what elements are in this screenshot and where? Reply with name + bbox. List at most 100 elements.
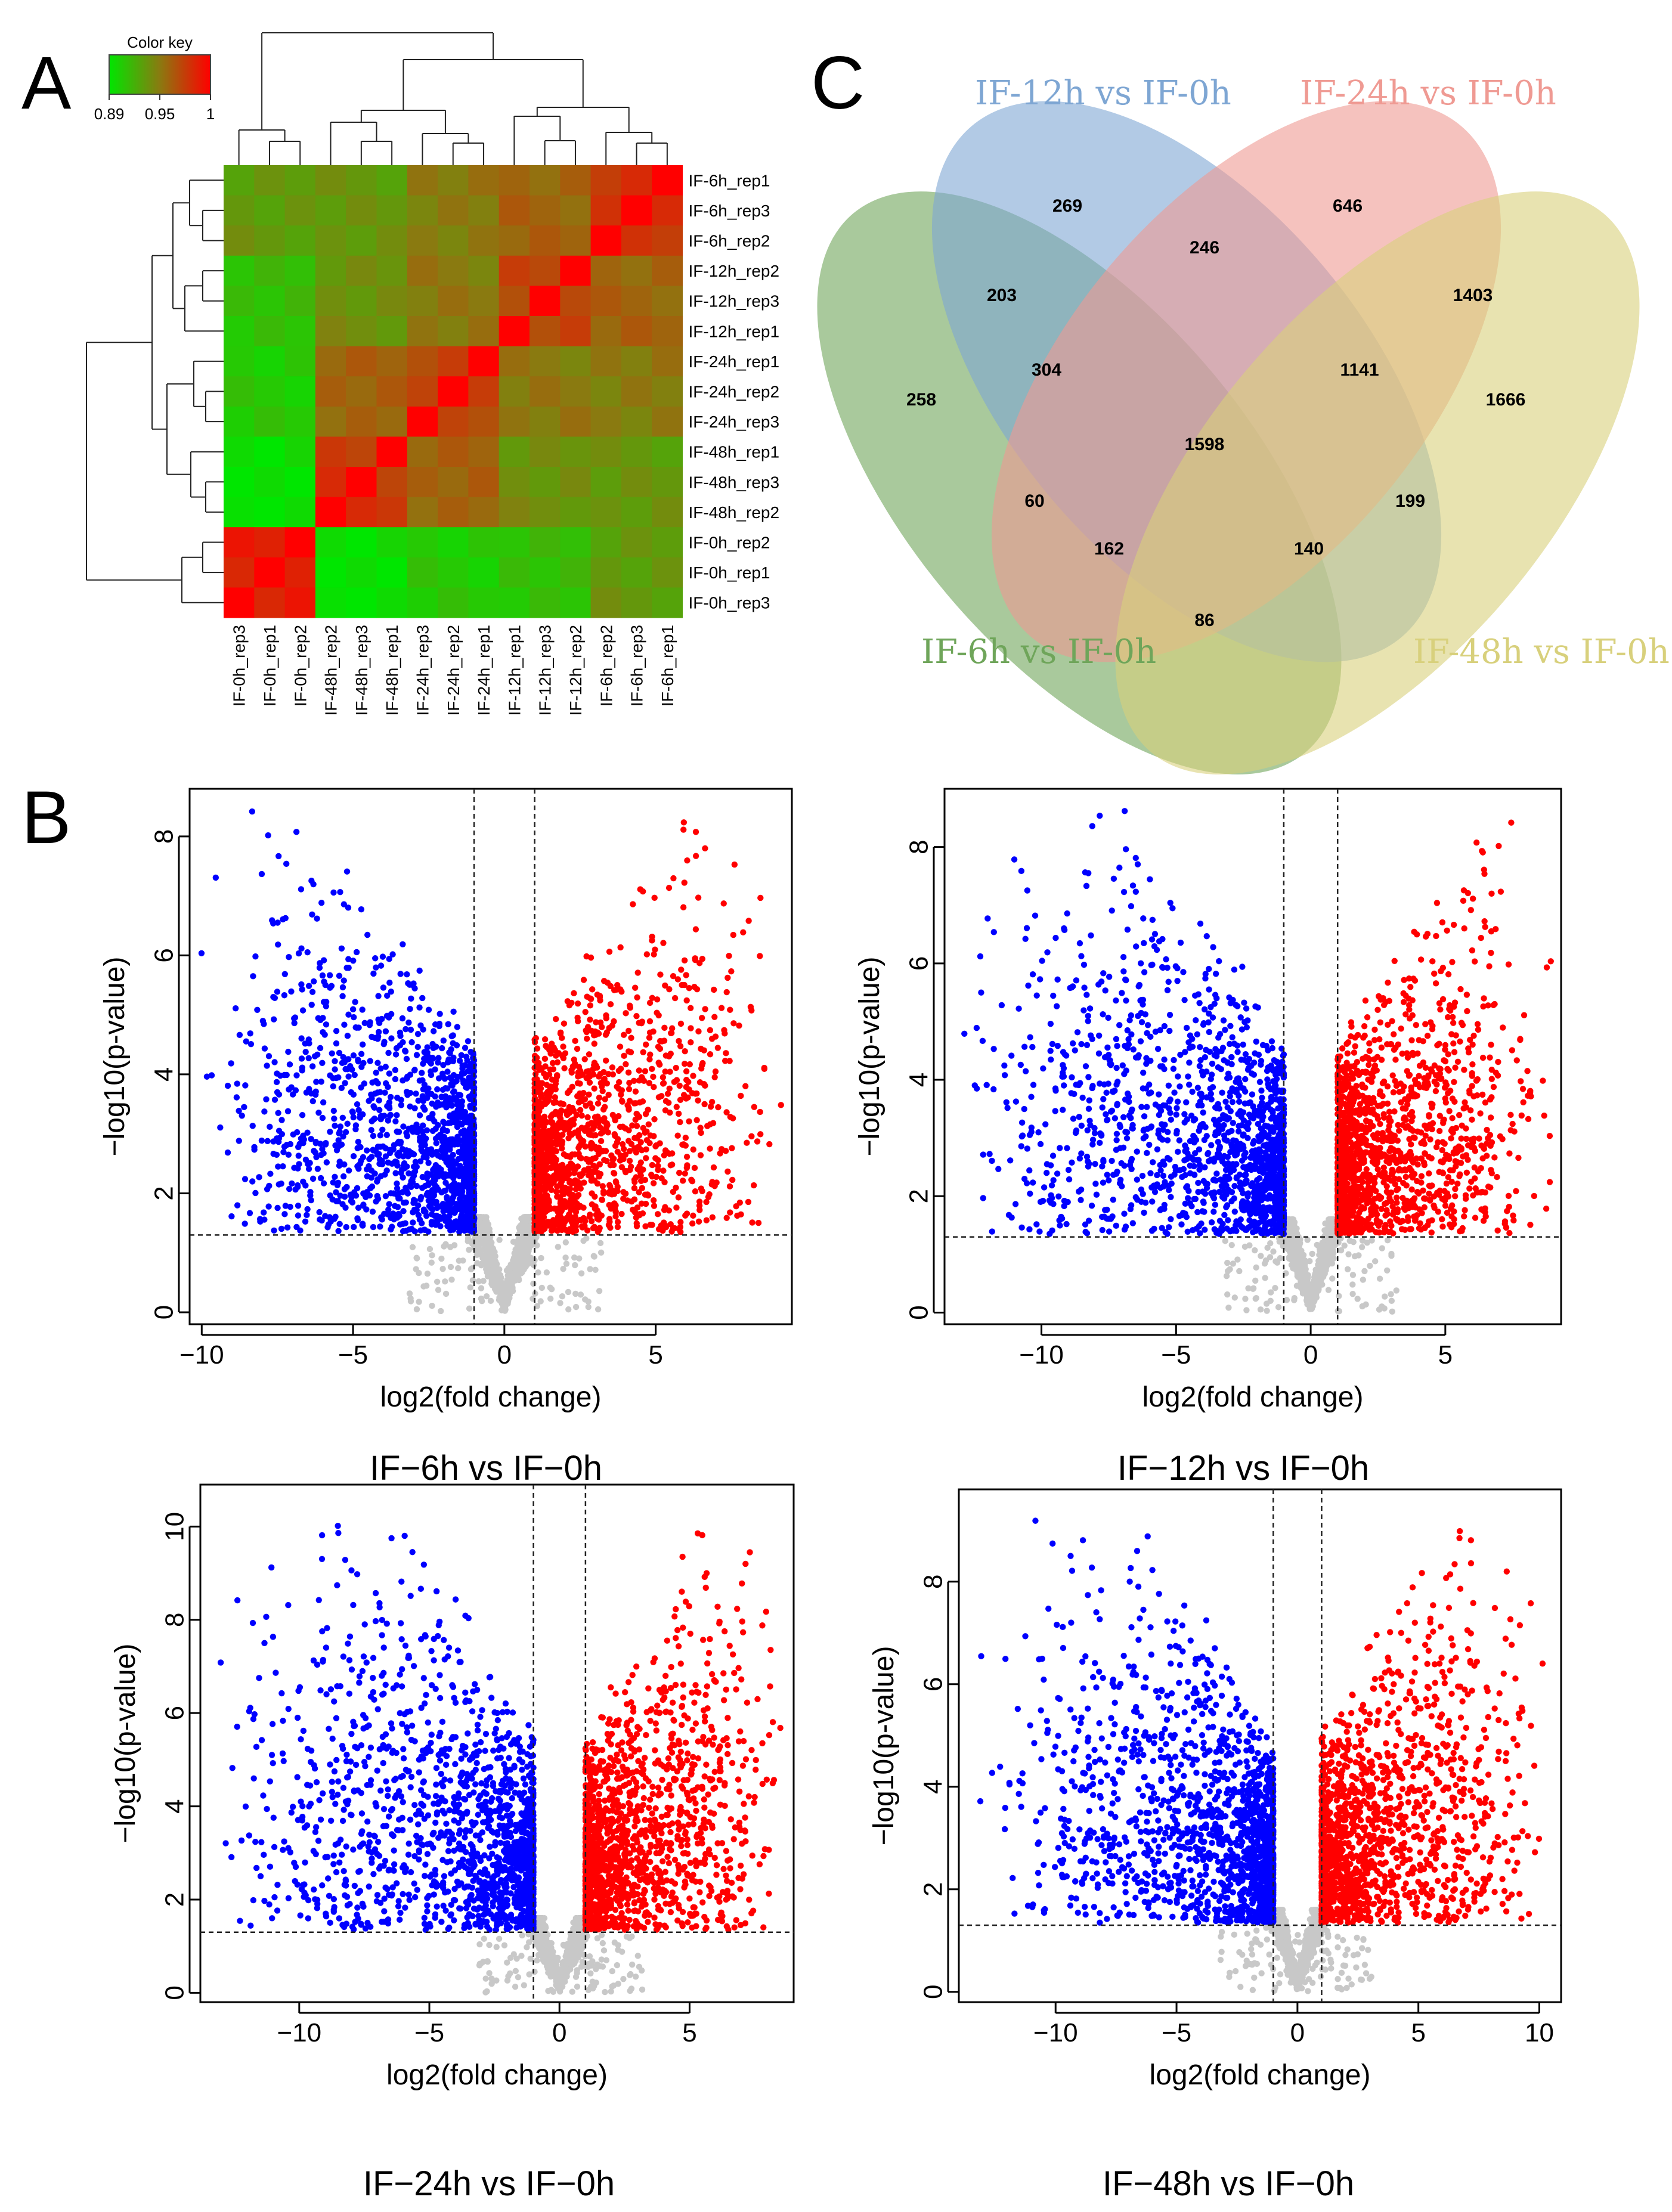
heatmap-cell [224,225,255,256]
data-point [761,1064,767,1071]
x-tick-label: −10 [179,1340,224,1370]
data-point [577,1072,583,1079]
data-point [465,1038,472,1045]
heatmap-cell [407,527,438,558]
data-point [312,1140,319,1147]
data-point [394,1180,400,1187]
data-point [602,1031,609,1038]
data-point [228,1060,234,1067]
venn-region-count: 140 [1294,539,1324,559]
data-point [479,1298,485,1305]
data-point [673,1077,680,1083]
heatmap-cell [468,467,500,498]
data-point [670,875,677,882]
data-point [295,950,302,957]
heatmap-cell [315,436,346,467]
data-point [587,1100,593,1107]
data-point [586,1051,593,1058]
data-point [596,1094,603,1101]
heatmap-cell [498,286,530,317]
data-point [537,1298,544,1305]
data-point [360,1222,366,1229]
data-point [532,1118,539,1124]
heatmap-cell [284,316,316,347]
data-point [414,1202,422,1209]
heatmap-cell [438,165,469,196]
data-point [374,1036,381,1042]
data-point [434,1086,441,1093]
data-point [649,1161,656,1169]
data-point [744,1139,750,1146]
heatmap-cell [530,587,561,618]
heatmap-cell [224,527,255,558]
data-point [353,949,360,956]
data-point [282,915,289,922]
data-point [662,1052,669,1059]
data-point [643,1155,649,1161]
data-point [286,1185,293,1192]
heatmap-cell [254,436,286,467]
data-point [467,1093,474,1099]
heatmap-cell [590,376,622,407]
data-point [602,1104,608,1110]
heatmap-cell [376,225,408,256]
data-point [617,1043,624,1050]
data-point [469,1277,476,1284]
data-point [580,1215,587,1222]
heatmap-cell [468,406,500,437]
data-point [409,1244,416,1250]
data-point [432,1213,438,1219]
data-point [596,1161,603,1168]
data-point [703,1217,710,1223]
heatmap-cell [224,346,255,377]
data-point [548,1119,555,1126]
venn-set-ellipse [1115,191,1640,774]
data-point [302,1040,308,1047]
data-point [302,1182,309,1189]
venn-region-count: 269 [1052,196,1082,216]
heatmap-cell [224,467,255,498]
data-point [738,1092,744,1099]
data-point [701,1047,707,1054]
data-point [374,1176,381,1183]
heatmap-col-label: IF-6h_rep2 [597,625,615,707]
data-point [594,1207,600,1214]
data-point [400,1199,407,1206]
data-point [258,870,265,878]
heatmap-cell [315,376,346,407]
heatmap-cell [376,286,408,317]
heatmap-cell [468,316,500,347]
heatmap-cell [254,557,286,588]
data-point [302,1218,309,1225]
data-point [395,1153,402,1159]
data-point [597,1240,604,1247]
heatmap-cell [224,316,255,347]
data-point [519,1265,526,1272]
venn-region-count: 60 [1024,491,1044,511]
data-point [217,1124,224,1131]
data-point [236,1107,242,1114]
row-dendrogram [205,391,224,423]
heatmap-cell [284,376,316,407]
data-point [690,1212,696,1219]
data-point [485,1221,492,1228]
data-point [437,1308,444,1315]
data-point [596,994,603,1000]
data-point [269,917,275,924]
data-point [336,1162,343,1169]
data-point [242,1082,249,1089]
heatmap-cell [468,557,500,588]
data-point [386,1201,392,1207]
row-dendrogram [202,541,224,574]
heatmap-cell [346,557,377,588]
heatmap-cell [346,346,377,377]
heatmap-cell [438,587,469,618]
data-point [556,1182,563,1189]
data-point [351,1223,357,1231]
data-point [740,929,747,935]
data-point [652,946,658,953]
column-dendrogram [605,132,653,165]
heatmap-cell [407,467,438,498]
data-point [745,918,752,924]
data-point [675,1194,682,1201]
